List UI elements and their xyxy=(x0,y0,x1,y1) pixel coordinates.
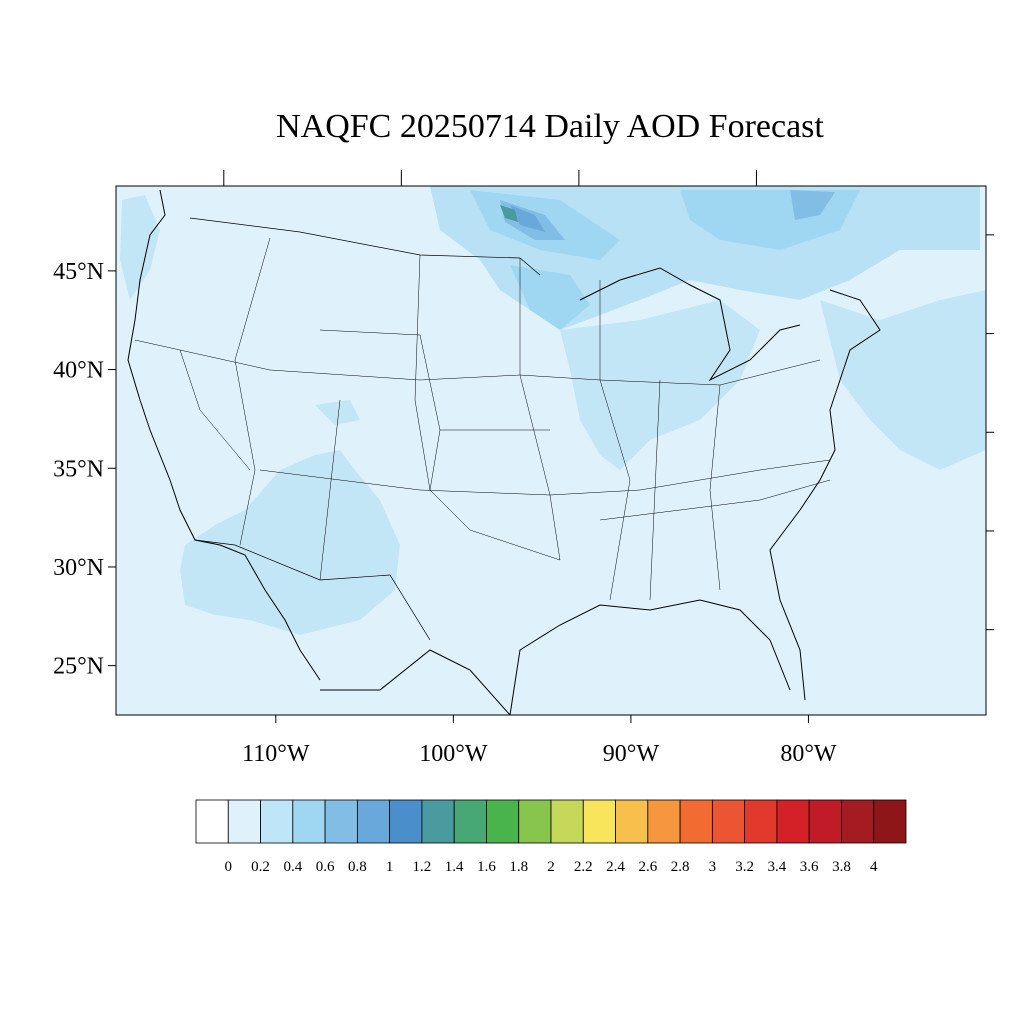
lon-ticks: 110°W 100°W 90°W 80°W xyxy=(223,170,837,767)
lat-ticks: 45°N 40°N 35°N 30°N 25°N xyxy=(53,234,994,680)
colorbar-swatch xyxy=(744,799,778,844)
colorbar-label: 2.8 xyxy=(671,859,690,875)
map-title: NAQFC 20250714 Daily AOD Forecast xyxy=(276,108,824,145)
lon-label: 90°W xyxy=(603,741,660,767)
lat-label: 45°N xyxy=(53,259,104,285)
lon-label: 80°W xyxy=(780,741,837,767)
colorbar-swatch xyxy=(776,799,810,844)
lat-label: 30°N xyxy=(53,555,104,581)
colorbar-label: 1.8 xyxy=(509,859,528,875)
colorbar-label: 3 xyxy=(709,859,717,875)
colorbar-label: 1.4 xyxy=(445,859,464,875)
colorbar-label: 3.6 xyxy=(800,859,819,875)
state-lines xyxy=(134,237,831,601)
colorbar-swatch xyxy=(711,799,746,844)
colorbar-swatch xyxy=(356,799,391,844)
map-border xyxy=(115,185,987,716)
colorbar-label: 2.4 xyxy=(606,859,625,875)
colorbar-swatch xyxy=(453,799,487,844)
colorbar-label: 3.2 xyxy=(735,859,754,875)
great-lakes xyxy=(579,267,801,382)
colorbar-label: 3.8 xyxy=(832,859,851,875)
colorbar-swatch xyxy=(808,799,842,844)
boundaries xyxy=(127,189,881,715)
coastline-east xyxy=(769,289,881,701)
aod-plume-colorado xyxy=(315,400,360,425)
lat-label: 25°N xyxy=(53,654,104,680)
colorbar-label: 1.2 xyxy=(413,859,432,875)
colorbar-label: 0.2 xyxy=(251,859,270,875)
colorbar-swatch xyxy=(647,799,681,844)
colorbar-label: 0 xyxy=(225,859,233,875)
colorbar-swatch xyxy=(679,799,713,844)
colorbar-swatch xyxy=(324,799,358,844)
aod-plume-california xyxy=(120,195,160,300)
colorbar-swatch xyxy=(421,799,455,844)
coastline-west xyxy=(127,189,321,681)
colorbar-swatch xyxy=(615,799,649,844)
colorbar-label: 0.6 xyxy=(316,859,335,875)
aod-core-2 xyxy=(510,265,590,330)
colorbar-swatch xyxy=(227,799,261,844)
colorbar-label: 2.2 xyxy=(574,859,593,875)
colorbar-label: 0.4 xyxy=(283,859,302,875)
aod-plume-northeast xyxy=(820,290,986,470)
aod-plume-southwest xyxy=(180,450,400,635)
colorbar-swatch xyxy=(518,799,552,844)
colorbar-swatch xyxy=(486,799,520,844)
lat-label: 35°N xyxy=(53,456,104,482)
colorbar-label: 1 xyxy=(386,859,394,875)
lon-label: 100°W xyxy=(419,741,488,767)
colorbar-label: 2 xyxy=(547,859,555,875)
colorbar-label: 2.6 xyxy=(638,859,657,875)
colorbar-label: 4 xyxy=(870,859,878,875)
map-panel: 45°N 40°N 35°N 30°N 25°N 110°W 100°W 90°W 80°W xyxy=(53,170,994,767)
aod-core-5 xyxy=(790,190,835,220)
aod-core-peak xyxy=(500,205,518,222)
colorbar-label: 0.8 xyxy=(348,859,367,875)
colorbar-swatch xyxy=(550,799,584,844)
colorbar: 0 0.2 0.4 0.6 0.8 1 1.2 1.4 1.6 1.8 2 2.2 2.4 2.6 2.8 3… xyxy=(195,799,907,875)
colorbar-swatch xyxy=(582,799,616,844)
colorbar-swatch xyxy=(389,799,423,844)
lat-label: 40°N xyxy=(53,358,104,384)
colorbar-swatch xyxy=(292,799,326,844)
coastline-gulf xyxy=(320,599,791,715)
aod-core-6 xyxy=(510,205,545,232)
colorbar-label: 1.6 xyxy=(477,859,496,875)
colorbar-swatch xyxy=(873,799,907,844)
colorbar-swatch xyxy=(841,799,875,844)
colorbar-swatch xyxy=(195,799,229,844)
colorbar-label: 3.4 xyxy=(768,859,787,875)
colorbar-swatch xyxy=(260,799,294,844)
lon-label: 110°W xyxy=(242,741,310,767)
